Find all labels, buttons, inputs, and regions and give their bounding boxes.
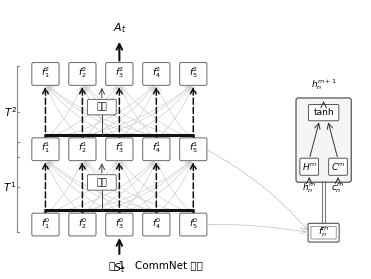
Text: $f_{2}^0$: $f_{2}^0$ (78, 216, 87, 231)
FancyBboxPatch shape (88, 99, 116, 115)
Text: $f_{3}^1$: $f_{3}^1$ (115, 141, 124, 155)
FancyBboxPatch shape (106, 213, 133, 236)
Text: $f_{1}^1$: $f_{1}^1$ (41, 141, 50, 155)
Text: $f_{1}^2$: $f_{1}^2$ (41, 65, 50, 80)
Text: $f_{4}^1$: $f_{4}^1$ (152, 141, 161, 155)
FancyBboxPatch shape (69, 62, 96, 85)
Text: $T^2$: $T^2$ (4, 105, 16, 119)
Text: $f_{3}^0$: $f_{3}^0$ (115, 216, 124, 231)
FancyBboxPatch shape (69, 213, 96, 236)
Text: $h_n^{m+1}$: $h_n^{m+1}$ (311, 78, 336, 92)
FancyBboxPatch shape (32, 62, 59, 85)
Text: $A_t$: $A_t$ (113, 21, 126, 35)
Text: $f_n^m$: $f_n^m$ (318, 226, 329, 239)
Text: $S_t$: $S_t$ (113, 261, 125, 275)
FancyBboxPatch shape (88, 175, 116, 190)
Text: $f_{3}^2$: $f_{3}^2$ (115, 65, 124, 80)
Text: $T^1$: $T^1$ (3, 180, 17, 194)
Text: $H^m$: $H^m$ (302, 161, 317, 172)
FancyBboxPatch shape (329, 158, 347, 175)
FancyBboxPatch shape (308, 104, 339, 121)
FancyBboxPatch shape (106, 138, 133, 161)
Text: $C^m$: $C^m$ (331, 161, 345, 172)
Text: tanh: tanh (313, 108, 334, 117)
FancyBboxPatch shape (180, 138, 207, 161)
FancyBboxPatch shape (308, 223, 339, 242)
Text: $f_{4}^0$: $f_{4}^0$ (152, 216, 161, 231)
FancyBboxPatch shape (311, 226, 336, 239)
Text: $f_{1}^0$: $f_{1}^0$ (41, 216, 50, 231)
Text: $h_n^m$: $h_n^m$ (302, 182, 316, 196)
Text: $f_{2}^2$: $f_{2}^2$ (78, 65, 87, 80)
FancyBboxPatch shape (143, 138, 170, 161)
Text: $c_n^m$: $c_n^m$ (331, 182, 345, 196)
FancyBboxPatch shape (143, 62, 170, 85)
FancyBboxPatch shape (32, 213, 59, 236)
Text: 平均: 平均 (96, 178, 107, 187)
Text: $f_{4}^2$: $f_{4}^2$ (152, 65, 161, 80)
FancyBboxPatch shape (32, 138, 59, 161)
FancyBboxPatch shape (143, 213, 170, 236)
Text: 图 1   CommNet 结构: 图 1 CommNet 结构 (109, 260, 203, 270)
FancyBboxPatch shape (106, 62, 133, 85)
FancyBboxPatch shape (296, 98, 351, 182)
FancyBboxPatch shape (69, 138, 96, 161)
FancyBboxPatch shape (180, 213, 207, 236)
Text: $f_{5}^0$: $f_{5}^0$ (188, 216, 198, 231)
FancyBboxPatch shape (180, 62, 207, 85)
Text: $f_{2}^1$: $f_{2}^1$ (78, 141, 87, 155)
Text: 平均: 平均 (96, 103, 107, 112)
Text: $f_{5}^2$: $f_{5}^2$ (188, 65, 198, 80)
Text: $f_{5}^1$: $f_{5}^1$ (188, 141, 198, 155)
FancyBboxPatch shape (300, 158, 319, 175)
